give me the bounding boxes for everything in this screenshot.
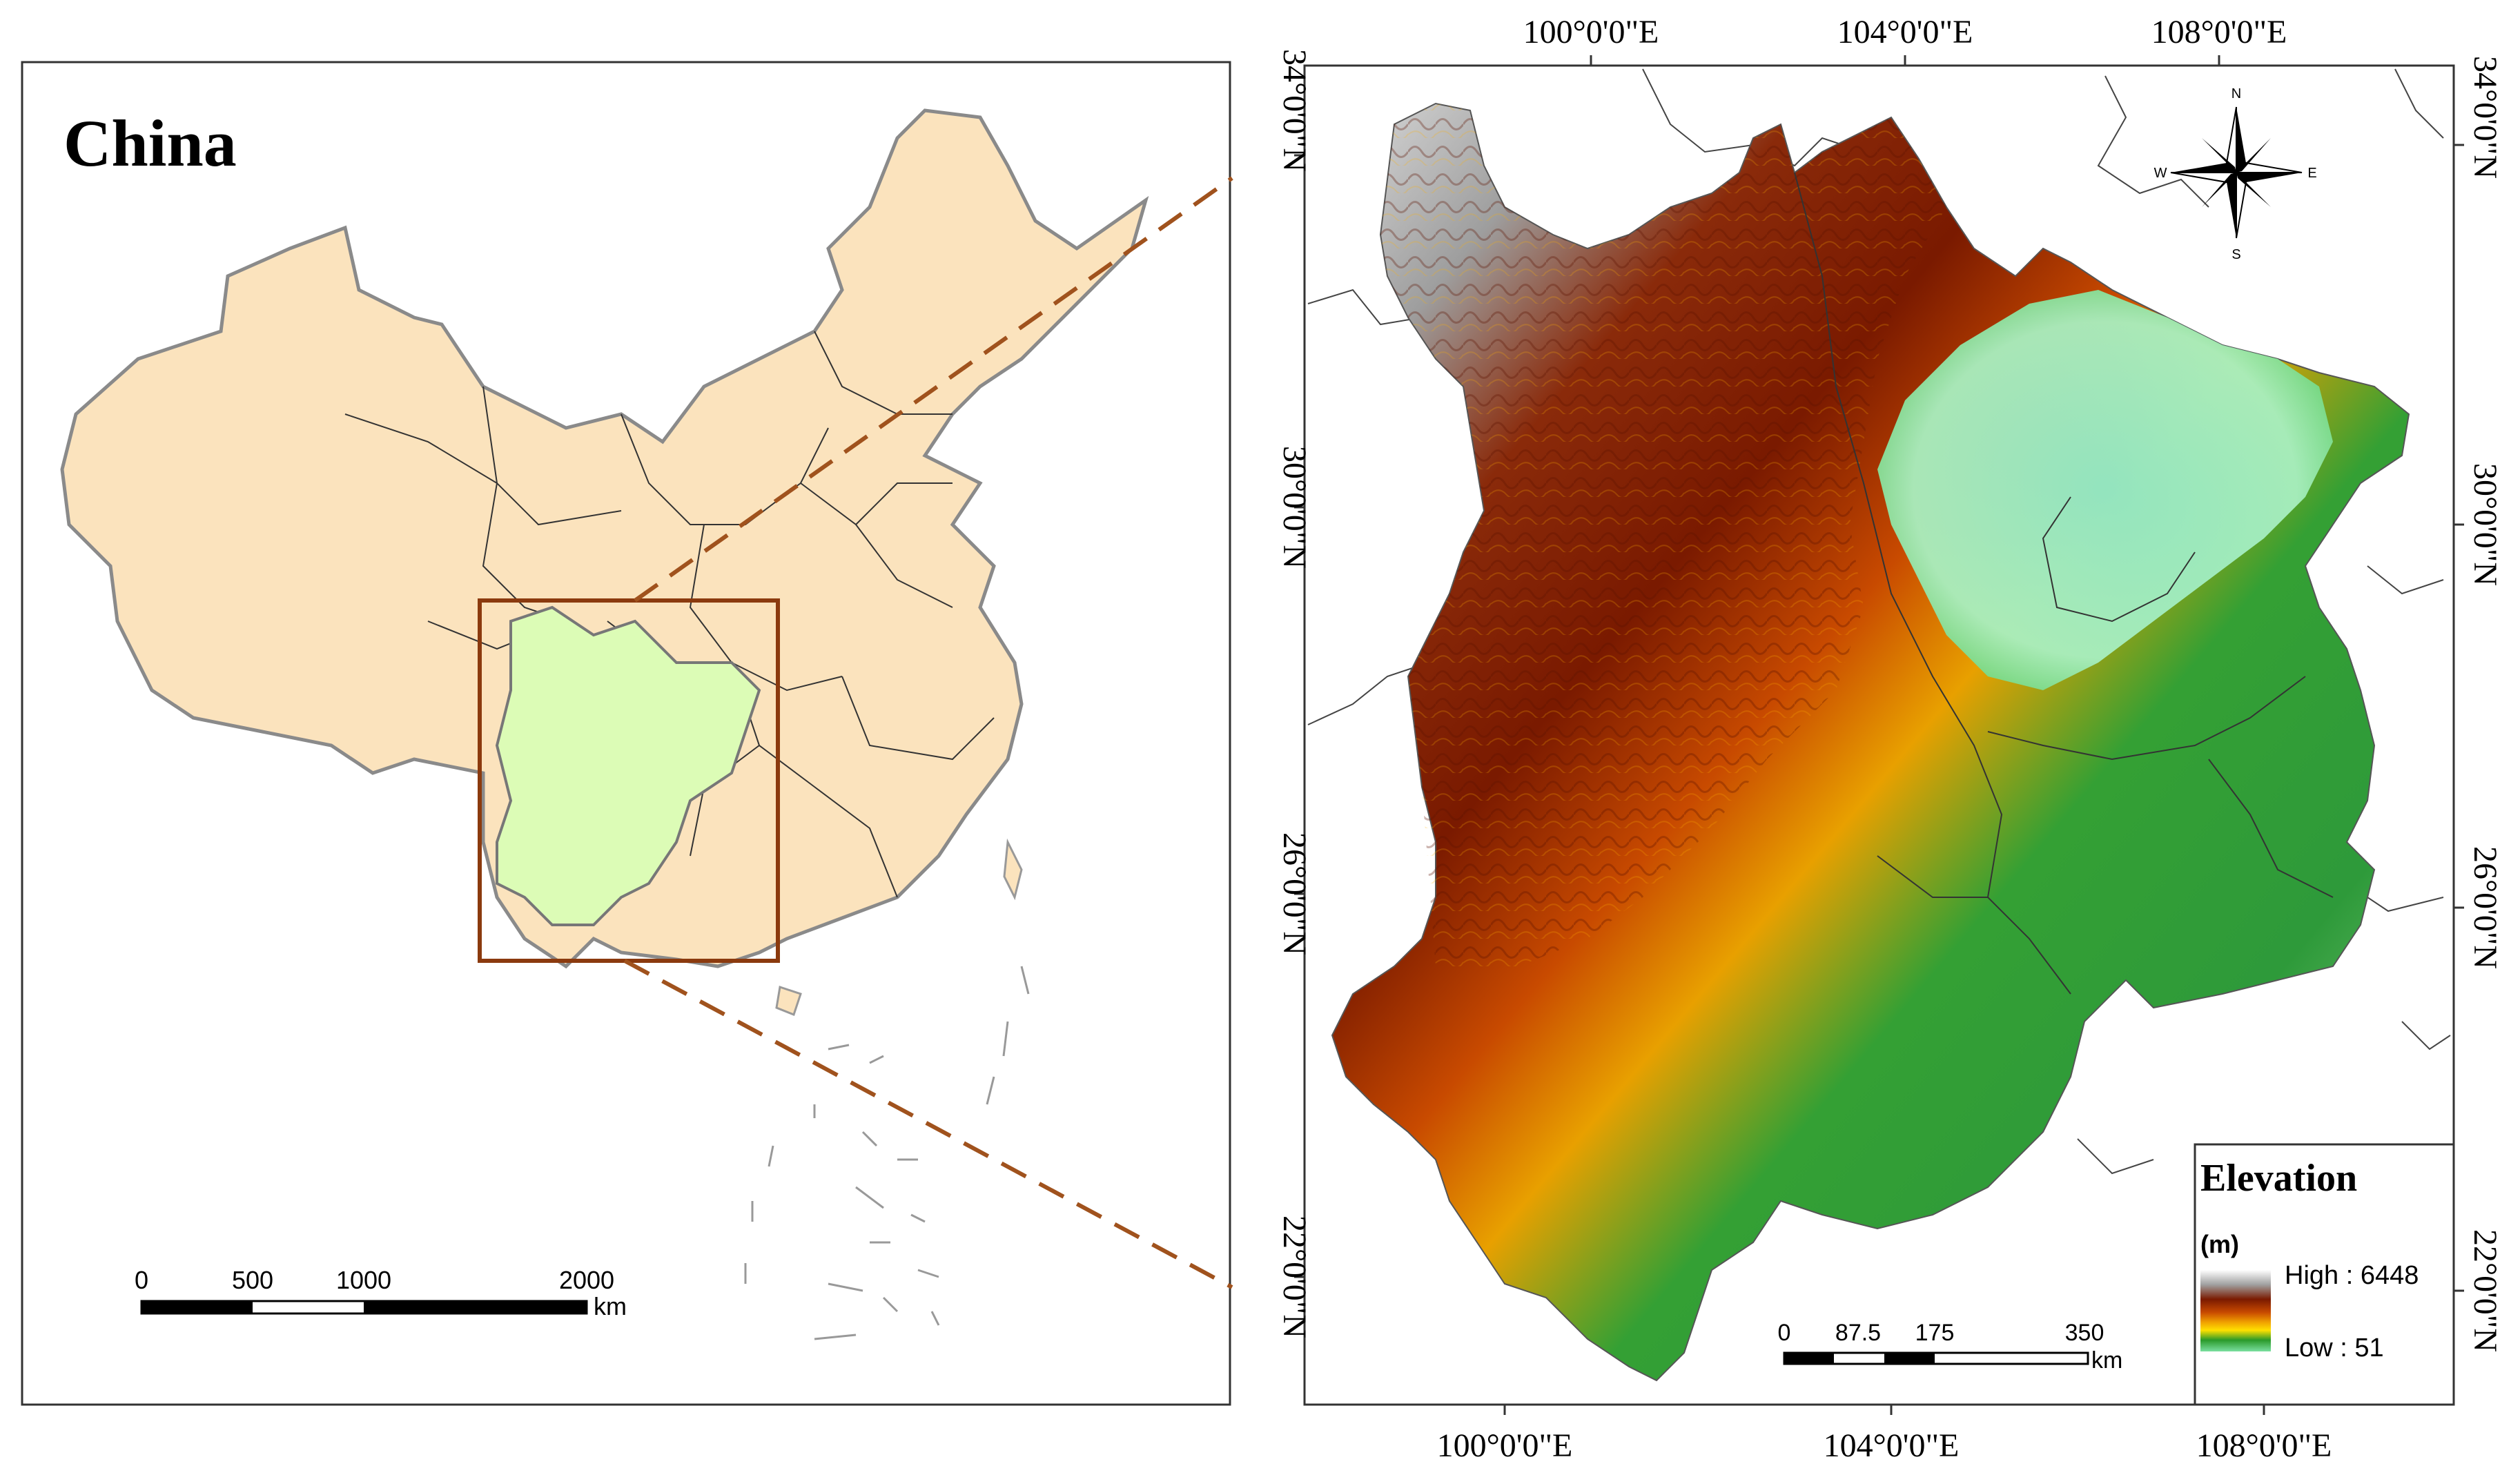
dem-relief-texture: [1380, 104, 1946, 966]
lon-label-top-108: 108°0'0"E: [2151, 14, 2287, 50]
elevation-legend: Elevation (m) High : 6448 Low : 51: [2194, 1143, 2455, 1406]
legend-color-ramp: [2200, 1270, 2271, 1351]
left-scalebar-tick-2000: 2000: [559, 1266, 614, 1294]
graticule-ticks: [1294, 55, 2464, 1415]
lat-label-right-26: 26°0'0"N: [2467, 846, 2503, 969]
legend-high-label: High : 6448: [2285, 1261, 2419, 1290]
coastal-islands: [744, 838, 1030, 1340]
right-scalebar-unit: km: [2091, 1347, 2122, 1374]
right-scalebar-tick-350: 350: [2065, 1320, 2104, 1346]
compass-rose-icon: N S E W: [2154, 86, 2317, 262]
right-scalebar-tick-175: 175: [1915, 1320, 1955, 1346]
left-scalebar-tick-500: 500: [232, 1266, 273, 1294]
right-scalebar-tick-87-5: 87.5: [1835, 1320, 1881, 1346]
lat-label-left-30: 30°0'0"N: [1276, 446, 1313, 569]
lat-label-right-22: 22°0'0"N: [2467, 1229, 2503, 1352]
compass-w-label: W: [2154, 166, 2167, 181]
left-scalebar: 0 500 1000 2000 km: [135, 1266, 627, 1320]
legend-low-label: Low : 51: [2285, 1334, 2384, 1362]
lon-label-top-100: 100°0'0"E: [1523, 14, 1659, 50]
lon-label-bottom-108: 108°0'0"E: [2196, 1427, 2332, 1464]
connector-line-top: [634, 176, 1233, 603]
elevation-map: 100°0'0"E 104°0'0"E 108°0'0"E 100°0'0"E …: [1276, 14, 2503, 1464]
china-overview-map: China: [21, 61, 1231, 1406]
lon-label-bottom-104: 104°0'0"E: [1824, 1427, 1960, 1464]
dem-basin-lowland: [1877, 290, 2333, 690]
right-scalebar-tick-0: 0: [1778, 1320, 1791, 1346]
left-scalebar-unit: km: [594, 1292, 627, 1320]
compass-s-label: S: [2231, 247, 2240, 262]
left-scalebar-tick-0: 0: [135, 1266, 148, 1294]
lon-label-bottom-100: 100°0'0"E: [1437, 1427, 1573, 1464]
right-scalebar: 0 87.5 175 350 km: [1778, 1320, 2123, 1374]
compass-e-label: E: [2307, 166, 2316, 181]
lat-label-right-34: 34°0'0"N: [2467, 56, 2503, 179]
china-map-title: China: [64, 106, 237, 180]
study-area-shape: [495, 605, 761, 926]
legend-title: Elevation: [2200, 1157, 2357, 1200]
zoom-connector-lines: [623, 176, 1233, 1289]
lat-label-left-34: 34°0'0"N: [1276, 49, 1313, 172]
dem-internal-boundaries: [1794, 172, 2334, 995]
lon-label-top-104: 104°0'0"E: [1837, 14, 1973, 50]
china-outline: [60, 108, 1149, 969]
lat-label-left-22: 22°0'0"N: [1276, 1215, 1313, 1338]
legend-unit: (m): [2200, 1230, 2239, 1258]
left-scalebar-tick-1000: 1000: [336, 1266, 391, 1294]
lat-label-left-26: 26°0'0"N: [1276, 832, 1313, 955]
connector-line-bottom: [623, 959, 1233, 1289]
compass-n-label: N: [2231, 86, 2241, 101]
lat-label-right-30: 30°0'0"N: [2467, 463, 2503, 586]
